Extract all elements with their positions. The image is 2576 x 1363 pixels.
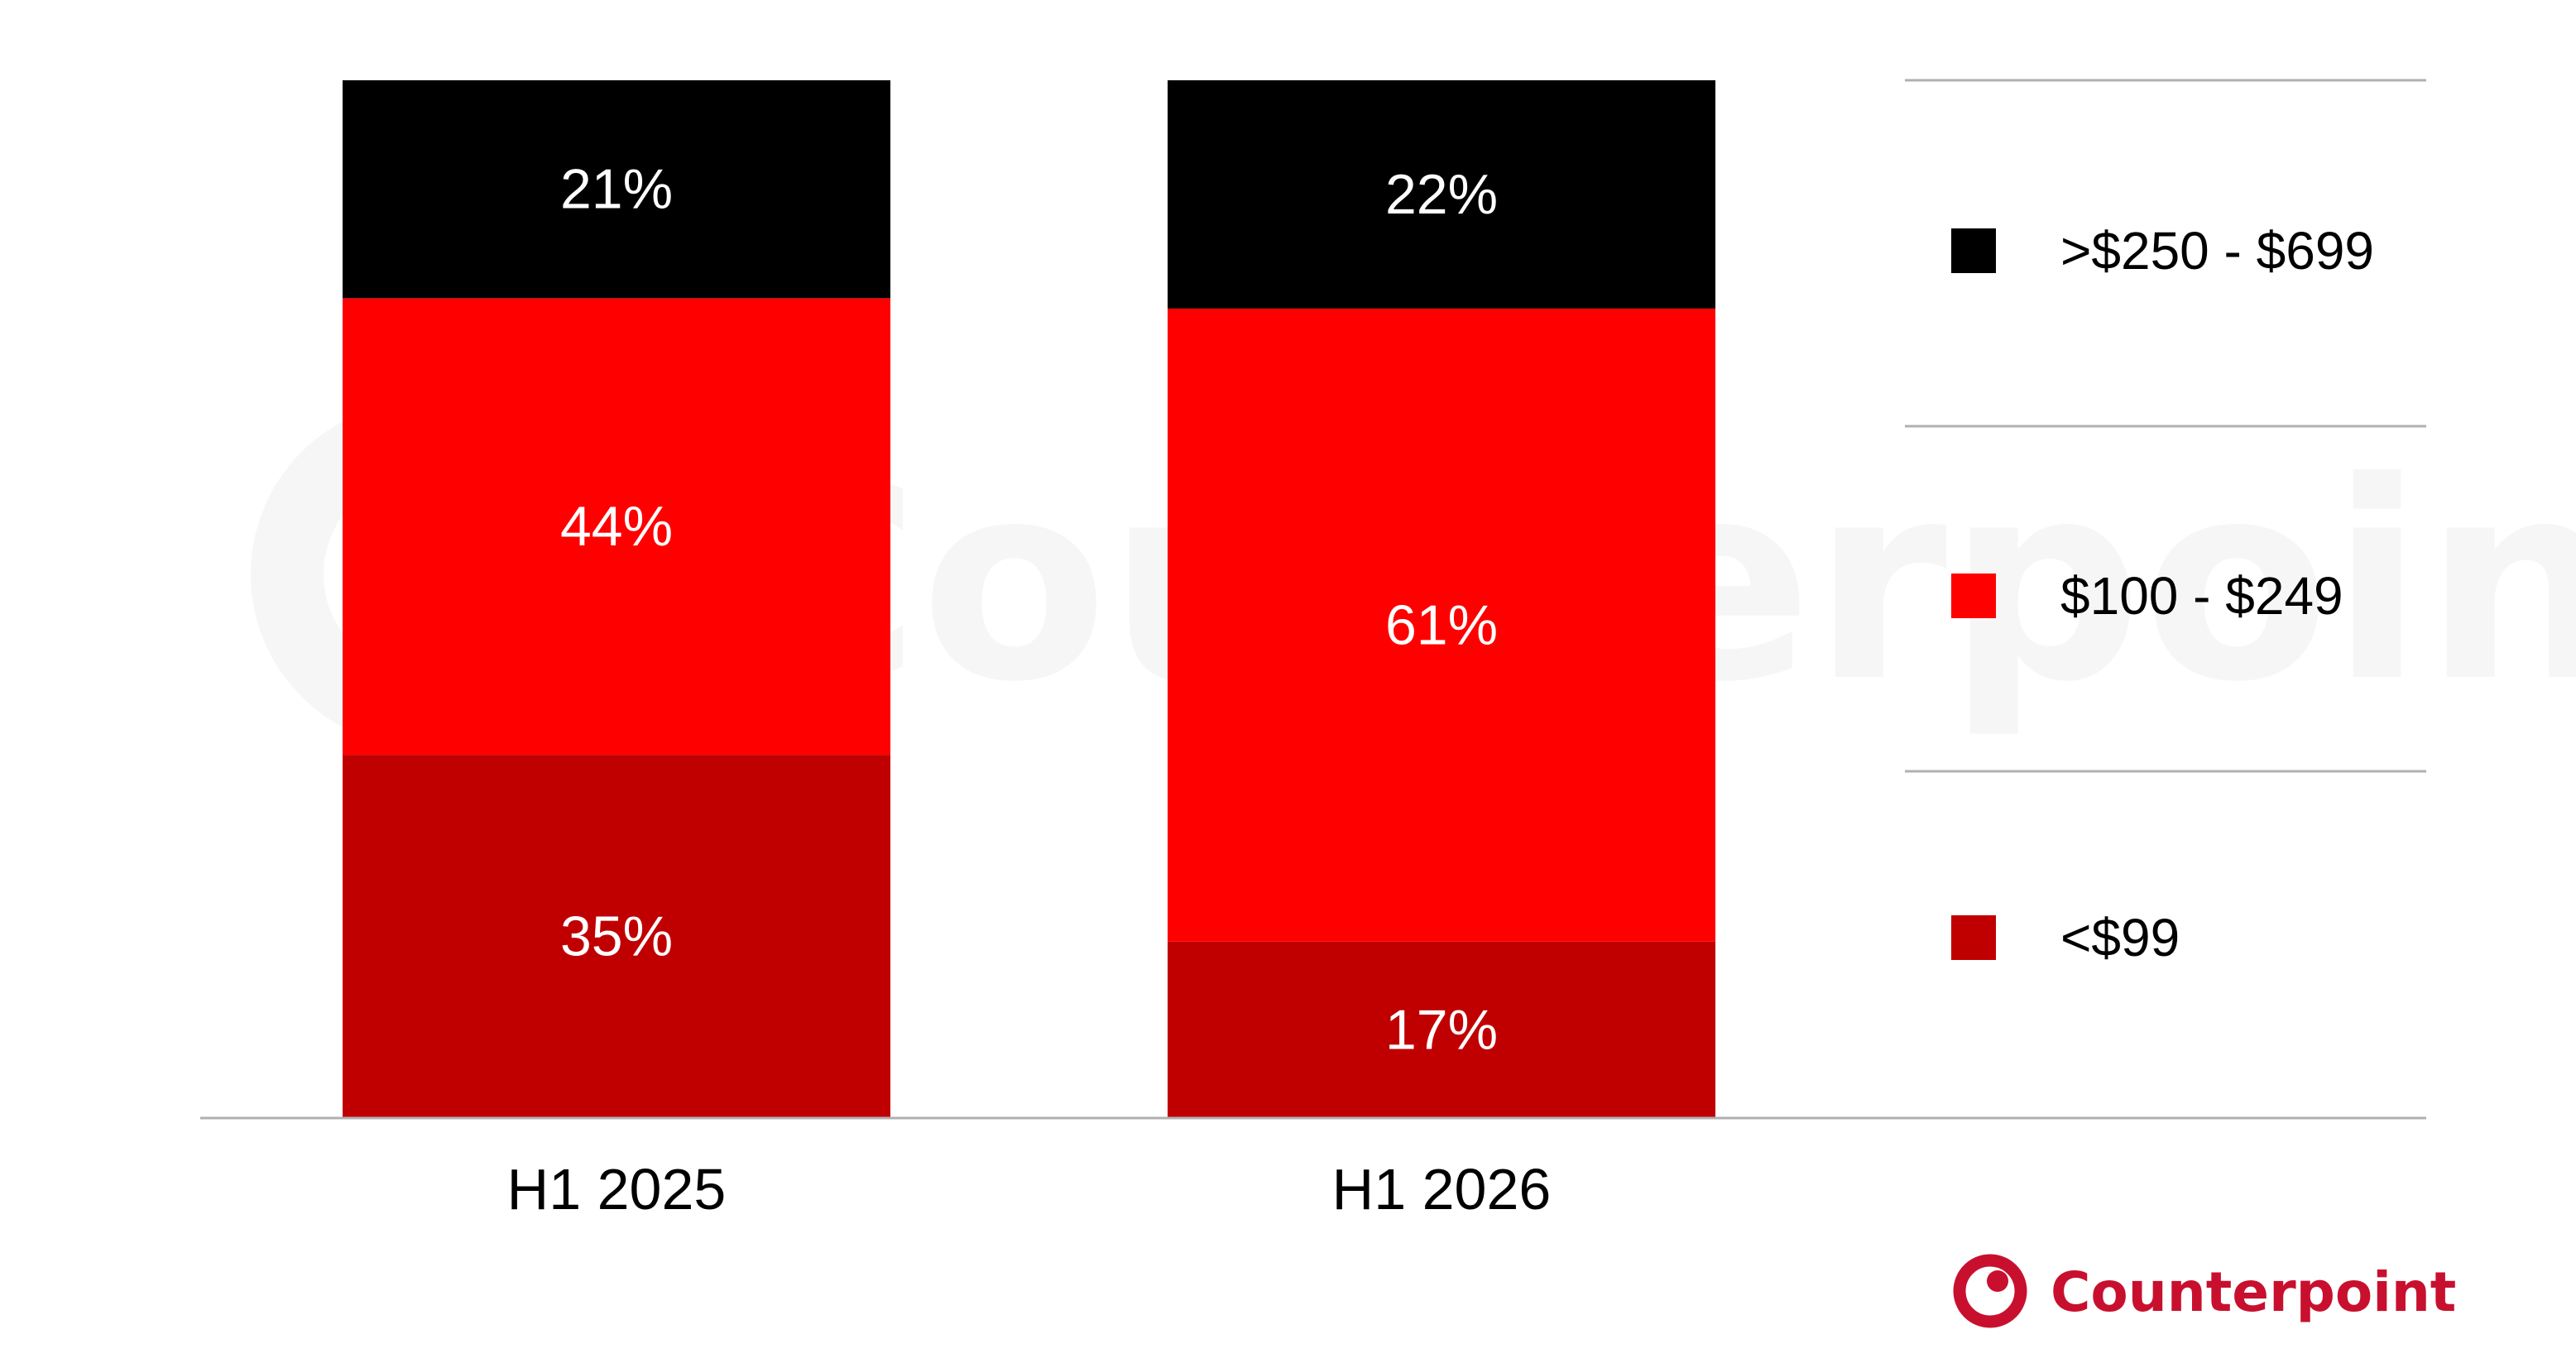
data-label-h1-2026-lt-99: 17% [1385,998,1498,1061]
bar-segment-h1-2026-lt-99 [1168,941,1715,1118]
x-tick-label-h1-2025: H1 2025 [507,1157,727,1221]
legend-swatch-gt-250-699 [1951,228,1996,273]
counterpoint-logo: Counterpoint [1953,1254,2456,1328]
logo-wordmark: Counterpoint [2051,1260,2456,1324]
data-label-h1-2026-100-249: 61% [1385,593,1498,656]
counterpoint-logo-icon [1953,1254,2027,1328]
data-label-h1-2025-100-249: 44% [560,495,673,558]
x-axis: H1 2025 H1 2026 [200,1116,2426,1221]
data-label-h1-2025-lt-99: 35% [560,905,673,968]
legend-label-100-249: $100 - $249 [2060,566,2343,626]
legend-label-gt-250-699: >$250 - $699 [2060,221,2374,281]
legend: >$250 - $699 $100 - $249 <$99 [1905,79,2426,967]
bar-stack-h1-2026: 17% 61% 22% [1168,80,1715,1118]
legend-item-lt-99: <$99 [1951,908,2180,967]
legend-item-100-249: $100 - $249 [1951,566,2343,626]
data-label-h1-2025-gt-250-699: 21% [560,158,673,221]
bar-segment-h1-2026-gt-250-699 [1168,80,1715,309]
bar-segment-h1-2025-100-249 [343,298,890,756]
legend-label-lt-99: <$99 [2060,908,2180,967]
legend-swatch-100-249 [1951,574,1996,618]
bar-segment-h1-2026-100-249 [1168,308,1715,942]
bar-segment-h1-2025-gt-250-699 [343,80,890,299]
bar-segment-h1-2025-lt-99 [343,755,890,1118]
x-tick-label-h1-2026: H1 2026 [1332,1157,1552,1221]
logo-ring [1953,1254,2027,1328]
bars-group: 35% 44% 21% 17% 61% 22% [343,80,1715,1118]
legend-item-gt-250-699: >$250 - $699 [1951,221,2374,281]
legend-swatch-lt-99 [1951,915,1996,960]
logo-dot [1987,1270,2008,1292]
bar-stack-h1-2025: 35% 44% 21% [343,80,890,1118]
data-label-h1-2026-gt-250-699: 22% [1385,163,1498,226]
